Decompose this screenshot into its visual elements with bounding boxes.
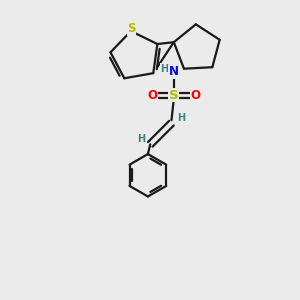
Text: N: N — [169, 65, 179, 78]
Text: H: H — [160, 64, 168, 74]
Text: S: S — [169, 89, 178, 102]
Text: H: H — [137, 134, 145, 144]
Text: O: O — [147, 89, 157, 102]
Text: O: O — [190, 89, 201, 102]
Text: H: H — [177, 113, 185, 123]
Text: S: S — [127, 22, 136, 35]
